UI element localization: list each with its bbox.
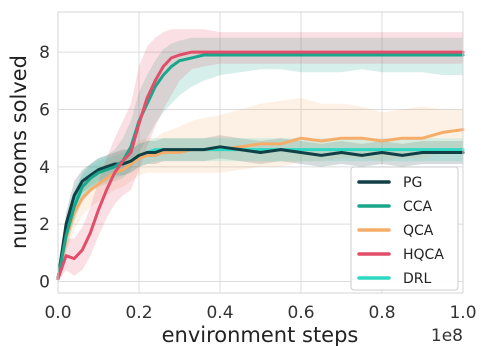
x-tick-label: 0.8	[368, 303, 395, 323]
y-tick-label: 4	[39, 158, 50, 178]
line-hqca	[56, 50, 465, 281]
band-cca	[58, 37, 463, 282]
x-tick-label: 0.2	[125, 303, 152, 323]
x-tick-label: 1.0	[449, 303, 476, 323]
line-pg	[56, 145, 465, 281]
band-hqca	[58, 29, 463, 282]
x-axis-label: environment steps	[162, 323, 359, 346]
y-axis-label: num rooms solved	[7, 55, 31, 249]
plot-frame	[57, 11, 464, 294]
series-lines	[56, 50, 465, 281]
x-tick-label: 0.0	[44, 303, 71, 323]
legend: PG CCA QCA HQCA DRL	[350, 166, 459, 291]
line-cca	[56, 53, 465, 281]
legend-label-cca: CCA	[403, 199, 433, 215]
y-tick-label: 2	[39, 215, 50, 235]
x-tick-labels: 0.0 0.2 0.4 0.6 0.8 1.0	[44, 303, 476, 323]
legend-label-hqca: HQCA	[403, 247, 444, 263]
line-qca	[56, 128, 465, 281]
x-tick-label: 0.6	[287, 303, 314, 323]
x-axis-offset-label: 1e8	[431, 326, 463, 346]
band-qca	[58, 98, 463, 282]
x-tick-label: 0.4	[206, 303, 233, 323]
legend-label-qca: QCA	[403, 223, 434, 239]
y-tick-label: 0	[39, 273, 50, 293]
legend-label-pg: PG	[403, 175, 422, 191]
legend-box	[350, 166, 459, 291]
legend-label-drl: DRL	[403, 271, 432, 287]
y-tick-label: 6	[39, 100, 50, 120]
y-tick-labels: 0 2 4 6 8	[39, 43, 50, 292]
y-tick-label: 8	[39, 43, 50, 63]
